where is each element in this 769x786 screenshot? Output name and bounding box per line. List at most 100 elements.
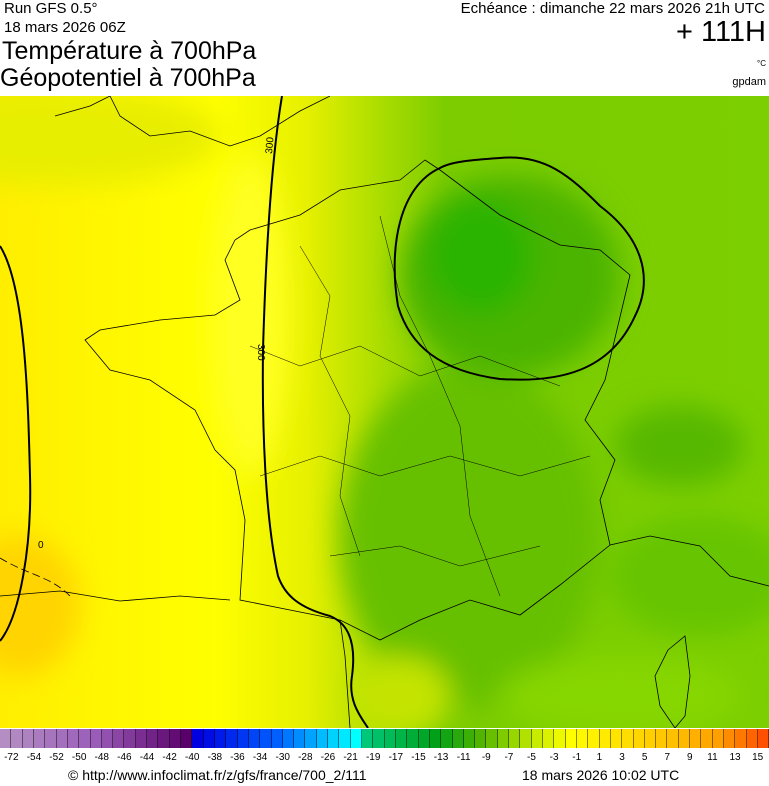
corsica: [654, 635, 691, 728]
color-scale-label: -13: [433, 752, 449, 763]
color-scale-label: -34: [252, 752, 268, 763]
geopotential-contours: [0, 96, 645, 728]
color-scale-label: -30: [275, 752, 290, 763]
title-geopotential: Géopotentiel à 700hPa: [0, 64, 256, 92]
color-swatch: [192, 729, 204, 748]
france-outline: [84, 159, 631, 641]
color-swatch: [362, 729, 374, 748]
color-swatch: [248, 729, 261, 748]
italy-coast: [609, 535, 769, 587]
color-scale-label: -9: [481, 752, 491, 763]
color-swatch: [452, 729, 464, 748]
color-scale-label: -28: [298, 752, 313, 763]
color-swatch: [79, 729, 91, 748]
color-scale-label: -46: [117, 752, 132, 763]
color-scale-labels: -72 -54 -52 -50 -48 -46 -44 -42 -40 -38 -36 -34 -30-…: [0, 752, 769, 764]
issued-time: 18 mars 2026 10:02 UTC: [522, 767, 680, 783]
color-swatch: [678, 729, 691, 748]
color-swatch: [294, 729, 306, 748]
color-swatch: [384, 729, 396, 748]
color-swatch: [11, 729, 23, 748]
color-swatch: [0, 729, 12, 748]
color-swatch: [328, 729, 340, 748]
color-swatch: [407, 729, 419, 748]
color-swatch: [554, 729, 566, 748]
color-swatch: [203, 729, 215, 748]
source-credit: © http://www.infoclimat.fr/z/gfs/france/…: [68, 767, 367, 783]
color-scale-label: -1: [572, 752, 582, 763]
forecast-map: 300 300 0: [0, 96, 769, 728]
color-swatch: [757, 729, 769, 748]
color-scale-label: -5: [527, 752, 536, 763]
color-scale: [0, 729, 769, 748]
color-swatch: [418, 729, 430, 748]
color-swatch: [124, 729, 136, 748]
color-swatch: [531, 729, 543, 748]
color-scale-label: 5: [641, 752, 648, 763]
contour-west: [0, 245, 32, 642]
contour-label: 300: [255, 344, 266, 361]
color-scale-label: -44: [139, 752, 155, 763]
color-swatch: [339, 729, 351, 748]
color-swatch: [147, 729, 159, 748]
color-swatch: [22, 729, 34, 748]
contour-label: 300: [264, 136, 276, 154]
color-scale-label: 15: [752, 752, 764, 763]
color-scale-label: -42: [162, 752, 177, 763]
color-swatch: [169, 729, 181, 748]
color-scale-label: -3: [549, 752, 559, 763]
color-swatch: [90, 729, 102, 748]
contour-300-west: [261, 96, 369, 728]
coastlines: [0, 96, 769, 728]
color-swatch: [565, 729, 577, 748]
color-swatch: [33, 729, 46, 748]
color-scale-label: -50: [71, 752, 87, 763]
color-swatch: [429, 729, 442, 748]
color-scale-label: -19: [365, 752, 381, 763]
color-scale-label: 1: [596, 752, 603, 763]
color-scale-label: -52: [49, 752, 64, 763]
color-swatch: [633, 729, 645, 748]
color-swatch: [260, 729, 272, 748]
color-swatch: [735, 729, 747, 748]
color-scale-label: -48: [94, 752, 109, 763]
color-scale-label: -7: [504, 752, 514, 763]
color-scale-label: 3: [619, 752, 625, 763]
color-scale-label: -54: [26, 752, 42, 763]
color-swatch: [373, 729, 385, 748]
color-swatch: [644, 729, 657, 748]
color-scale-label: -15: [411, 752, 426, 763]
color-swatch: [724, 729, 736, 748]
color-scale-label: 13: [729, 752, 741, 763]
internal-borders: [249, 215, 591, 597]
color-scale-label: 9: [687, 752, 693, 763]
color-swatch: [350, 729, 362, 748]
color-swatch: [316, 729, 329, 748]
color-swatch: [520, 729, 532, 748]
color-swatch: [441, 729, 453, 748]
color-swatch: [214, 729, 227, 748]
color-swatch: [395, 729, 408, 748]
unit-geopotential: gpdam: [732, 76, 766, 88]
color-swatch: [237, 729, 249, 748]
color-scale-label: 7: [664, 752, 670, 763]
color-swatch: [226, 729, 238, 748]
color-scale-label: -72: [4, 752, 19, 763]
color-scale-label: -26: [320, 752, 336, 763]
color-swatch: [113, 729, 125, 748]
color-swatch: [56, 729, 68, 748]
spain-coast: [0, 590, 351, 728]
forecast-valid-time: Echéance : dimanche 22 mars 2026 21h UTC: [460, 0, 765, 17]
color-swatch: [599, 729, 611, 748]
temperature-shading: [0, 96, 769, 728]
color-swatch: [282, 729, 295, 748]
color-scale-label: -36: [230, 752, 245, 763]
color-swatch: [667, 729, 679, 748]
color-swatch: [746, 729, 758, 748]
color-swatch: [509, 729, 521, 748]
color-swatch: [690, 729, 702, 748]
title-temperature: Température à 700hPa: [2, 37, 257, 65]
color-swatch: [158, 729, 170, 748]
color-swatch: [588, 729, 600, 748]
